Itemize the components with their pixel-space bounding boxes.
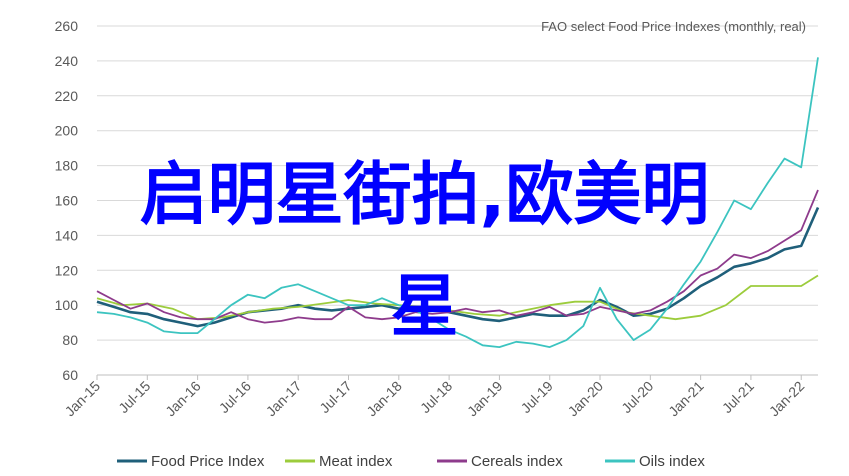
x-tick-label: Jan-19 xyxy=(464,378,506,420)
legend-label-oils: Oils index xyxy=(639,453,705,470)
x-tick-label: Jan-18 xyxy=(363,378,405,420)
y-tick-label: 160 xyxy=(55,193,79,209)
legend-label-food: Food Price Index xyxy=(151,453,265,470)
legend-label-meat: Meat index xyxy=(319,453,393,470)
y-tick-label: 220 xyxy=(55,88,79,104)
overlay-title-line1: 启明星街拍,欧美明 xyxy=(139,156,710,235)
series-line-oils xyxy=(96,57,819,349)
x-tick-label: Jul-21 xyxy=(719,378,757,416)
x-tick-label: Jan-17 xyxy=(263,378,305,420)
y-tick-label: 180 xyxy=(55,158,79,174)
y-tick-label: 140 xyxy=(55,227,79,243)
x-tick-label: Jul-15 xyxy=(115,378,153,416)
series-line-food xyxy=(96,206,820,328)
x-tick-label: Jan-22 xyxy=(766,378,808,420)
overlay-title-line2: 星 xyxy=(390,268,459,347)
y-tick-label: 260 xyxy=(55,18,79,34)
x-tick-label: Jan-16 xyxy=(162,378,204,420)
y-tick-label: 200 xyxy=(55,123,79,139)
chart-note: FAO select Food Price Indexes (monthly, … xyxy=(541,19,806,34)
y-tick-label: 80 xyxy=(62,332,78,348)
x-tick-label: Jan-20 xyxy=(565,378,607,420)
y-tick-label: 240 xyxy=(55,53,79,69)
y-tick-label: 100 xyxy=(55,297,79,313)
x-tick-label: Jan-15 xyxy=(62,378,104,420)
x-tick-label: Jul-18 xyxy=(417,378,455,416)
x-tick-label: Jul-20 xyxy=(618,378,656,416)
legend: Food Price Index Meat index Cereals index O… xyxy=(117,453,705,470)
y-tick-label: 60 xyxy=(62,367,78,383)
x-tick-label: Jul-19 xyxy=(518,378,556,416)
x-tick-label: Jan-21 xyxy=(665,378,707,420)
x-tick-label: Jul-16 xyxy=(216,378,254,416)
y-tick-label: 120 xyxy=(55,262,79,278)
x-tick-label: Jul-17 xyxy=(316,378,354,416)
series-lines xyxy=(96,57,820,349)
gridlines xyxy=(97,25,818,376)
legend-label-cereals: Cereals index xyxy=(471,453,563,470)
